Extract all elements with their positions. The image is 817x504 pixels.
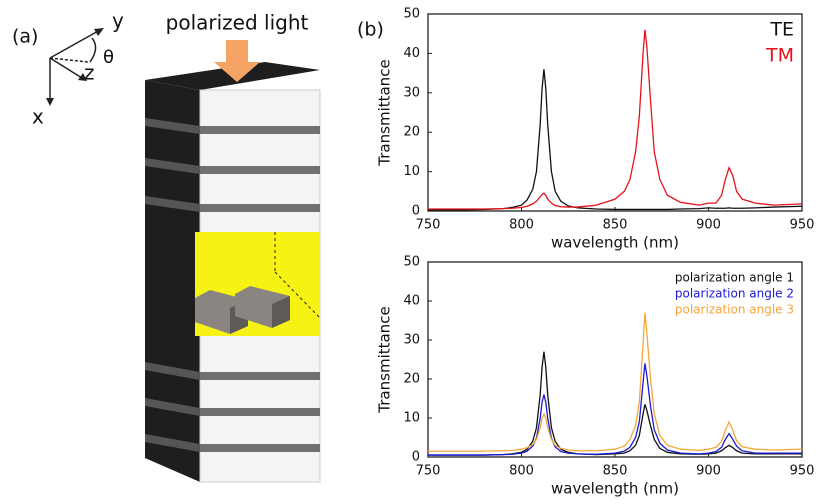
x-tick-label: 750 [416, 464, 441, 479]
legend-entry: polarization angle 2 [675, 287, 794, 301]
axis-label: y [112, 9, 124, 33]
panel-label: (a) [12, 26, 38, 48]
series-line [428, 313, 802, 451]
legend-entry: polarization angle 3 [675, 303, 794, 317]
series-line [428, 352, 802, 455]
y-tick-label: 50 [403, 255, 420, 270]
x-tick-label: 750 [416, 218, 441, 233]
series-line [428, 69, 802, 210]
legend-entry: polarization angle 1 [675, 271, 794, 285]
block-side [145, 80, 200, 482]
x-tick-label: 950 [790, 464, 815, 479]
stripe [200, 204, 320, 212]
light-label: polarized light [166, 11, 309, 35]
x-tick-label: 800 [509, 464, 534, 479]
x-tick-label: 900 [696, 218, 721, 233]
angle-arc [90, 38, 96, 62]
y-tick-label: 0 [412, 450, 420, 465]
stripe [200, 372, 320, 380]
y-tick-label: 30 [403, 333, 420, 348]
x-axis-label: wavelength (nm) [551, 234, 679, 252]
stripe [200, 166, 320, 174]
chart: 0 10 20 30 40 50 750 800 850 900 950 wavelength (nm… [376, 255, 815, 498]
y-tick-label: 10 [403, 411, 420, 426]
x-tick-label: 850 [603, 218, 628, 233]
series-line [428, 363, 802, 455]
y-axis-label: Transmittance [376, 306, 394, 413]
figure: (a) polarized light y θ z x (b) 0 10 20 30 4… [0, 0, 817, 504]
angle-label: θ [103, 47, 114, 68]
y-axis-label: Transmittance [376, 59, 394, 166]
arrow-shaft [226, 40, 248, 62]
legend-entry: TM [765, 45, 794, 67]
stripe [200, 444, 320, 452]
y-tick-label: 30 [403, 85, 420, 100]
y-tick-label: 20 [403, 372, 420, 387]
y-tick-label: 20 [403, 125, 420, 140]
axis-label: z [84, 61, 95, 85]
x-axis-label: wavelength (nm) [551, 480, 679, 498]
y-tick-label: 40 [403, 46, 420, 61]
y-arrow [50, 30, 100, 58]
y-tick-label: 50 [403, 7, 420, 22]
axis-label: x [32, 105, 44, 129]
arrowheads [46, 28, 104, 106]
stripe [200, 126, 320, 134]
diagram: (a) polarized light y θ z x (b) [12, 9, 384, 483]
panel-label: (b) [357, 19, 384, 41]
x-tick-label: 800 [509, 218, 534, 233]
arrowhead [46, 98, 54, 106]
y-tick-label: 0 [412, 204, 420, 219]
series-line [428, 30, 802, 209]
plot-frame [428, 14, 802, 211]
x-tick-label: 900 [696, 464, 721, 479]
y-tick-label: 10 [403, 164, 420, 179]
stripe [200, 408, 320, 416]
chart: 0 10 20 30 40 50 750 800 850 900 950 wavelength (nm… [376, 7, 815, 252]
legend-entry: TE [769, 19, 794, 41]
x-tick-label: 850 [603, 464, 628, 479]
x-tick-label: 950 [790, 218, 815, 233]
y-tick-label: 40 [403, 294, 420, 309]
